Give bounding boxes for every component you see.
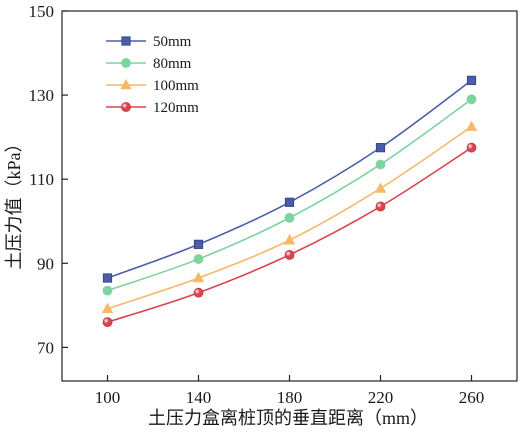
data-point <box>284 197 295 207</box>
data-point <box>465 120 478 131</box>
legend-marker <box>121 102 131 112</box>
data-point <box>466 75 477 85</box>
data-point <box>193 254 204 264</box>
legend-item-50mm: 50mm <box>106 34 192 50</box>
legend-label: 100mm <box>153 78 199 94</box>
data-point <box>102 317 113 328</box>
data-point <box>466 142 477 153</box>
plot-axes: 100 140 180 220 260 70 90 110 130 150 <box>29 2 518 407</box>
legend-marker <box>120 78 132 90</box>
y-tick-label: 110 <box>29 170 54 189</box>
legend-label: 120mm <box>153 100 199 116</box>
legend-item-120mm: 120mm <box>106 100 199 116</box>
legend-label: 80mm <box>153 56 192 72</box>
data-point <box>101 302 114 313</box>
x-tick-label: 220 <box>368 388 394 407</box>
data-point <box>283 234 296 245</box>
series-50mm <box>102 75 477 283</box>
data-point <box>374 182 387 193</box>
data-point <box>375 143 386 153</box>
legend: 50mm 80mm 100mm 120mm <box>106 34 199 116</box>
data-point <box>102 285 113 296</box>
x-tick-label: 100 <box>95 388 121 407</box>
x-axis-label: 土压力盒离桩顶的垂直距离（mm） <box>148 408 428 428</box>
legend-marker <box>121 58 131 68</box>
data-point <box>193 239 204 249</box>
legend-item-100mm: 100mm <box>106 78 199 94</box>
series-80mm <box>102 94 477 296</box>
data-point <box>466 94 477 105</box>
y-tick-label: 70 <box>37 338 54 357</box>
data-point <box>284 249 295 260</box>
data-point <box>102 273 113 283</box>
y-tick-label: 150 <box>29 2 55 21</box>
data-point <box>192 271 205 283</box>
x-tick-label: 260 <box>459 388 485 407</box>
series-120mm <box>102 142 477 328</box>
data-point <box>375 159 386 170</box>
y-tick-label: 90 <box>37 254 54 273</box>
y-axis-label: 土压力值（kPa） <box>4 135 24 270</box>
data-point <box>284 212 295 223</box>
data-point <box>375 201 386 212</box>
legend-marker <box>121 36 131 46</box>
series-line <box>107 98 472 292</box>
data-point <box>193 287 204 298</box>
series-100mm <box>101 120 478 313</box>
x-tick-label: 180 <box>277 388 303 407</box>
series-layer <box>101 75 478 328</box>
legend-label: 50mm <box>153 34 192 50</box>
y-tick-label: 130 <box>29 86 55 105</box>
x-tick-label: 140 <box>186 388 212 407</box>
plot-frame <box>61 10 518 382</box>
legend-item-80mm: 80mm <box>106 56 192 72</box>
